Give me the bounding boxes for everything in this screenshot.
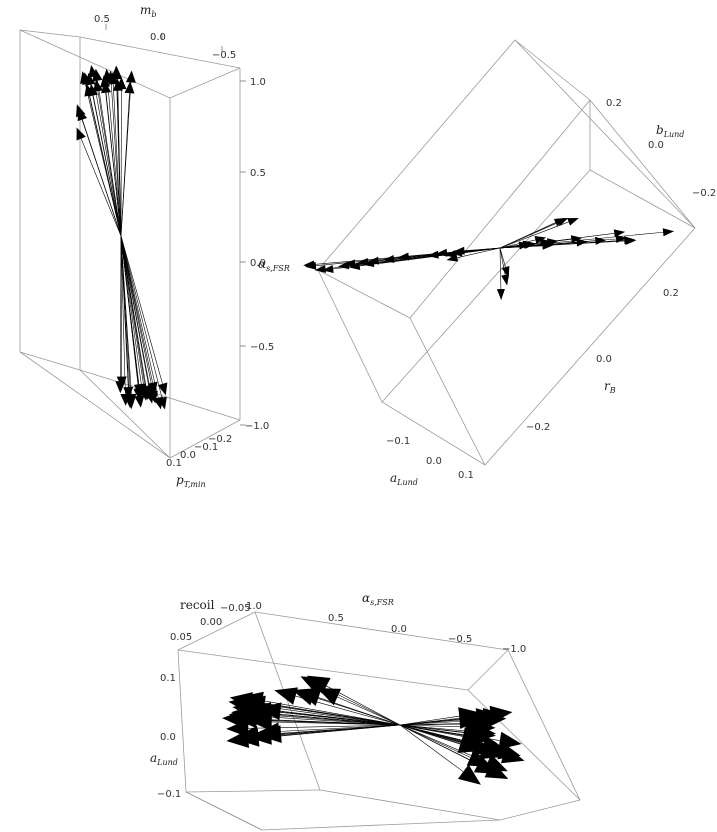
vector-arrow (84, 83, 122, 237)
panel3-alpha-tick: 0.5 (328, 613, 344, 624)
vector-arrow (116, 235, 127, 389)
vector-arrow (120, 235, 136, 410)
panel2-alund-ticks: −0.1 0.0 0.1 (386, 436, 474, 481)
panel1-box (19, 29, 241, 459)
panel1-mb-tick: 0.5 (94, 14, 110, 25)
panel3-alund-tick: 0.0 (160, 732, 176, 743)
panel3-alpha-ticks: 1.0 0.5 0.0 −0.5 −1.0 (246, 601, 526, 655)
panel2-alund-tick: −0.1 (386, 436, 410, 447)
vector-arrow (76, 127, 122, 237)
vector-arrow (222, 709, 401, 728)
panel2-box (317, 39, 696, 466)
panel1-mb-tick: −0.5 (212, 50, 236, 61)
vector-arrow (120, 235, 168, 396)
panel2-rb-tick: 0.2 (663, 288, 679, 299)
panel1-alpha-ticks: 1.0 0.5 0.0 −0.5 −1.0 (240, 77, 274, 432)
vector-arrow (101, 80, 122, 237)
panel1-alpha-tick: 0.5 (250, 168, 266, 179)
vector-arrow (300, 676, 401, 726)
panel3-recoil-tick: −0.05 (220, 603, 251, 614)
panel3-alpha-tick: −0.5 (448, 634, 472, 645)
panel2-blund-ticks: 0.2 0.0 −0.2 (606, 98, 716, 199)
vector-arrow (317, 688, 401, 726)
vector-arrow (120, 235, 151, 400)
vector-arrow (496, 247, 505, 301)
panel-lund-rb: 0.2 0.0 −0.2 bLund 0.2 0.0 −0.2 rB −0.1 … (303, 39, 716, 487)
vector-arrow (112, 78, 123, 237)
panel3-alund-label: aLund (150, 751, 178, 767)
vector-arrow (93, 79, 122, 237)
vector-arrow (399, 724, 481, 785)
panel1-pt-tick: 0.1 (166, 458, 182, 469)
vector-arrow (399, 724, 496, 743)
vector-arrow (120, 235, 134, 400)
vector-arrow (120, 81, 135, 237)
panel1-alpha-tick: 1.0 (250, 77, 266, 88)
vector-arrow (499, 236, 637, 249)
panel2-rb-tick: 0.0 (596, 354, 612, 365)
panel2-blund-tick: −0.2 (692, 188, 716, 199)
panel3-recoil-tick: 0.05 (170, 632, 192, 643)
vector-arrow (120, 235, 158, 404)
vector-arrow (499, 247, 510, 286)
vector-arrow (499, 218, 579, 249)
panel2-alund-label: aLund (390, 471, 418, 487)
panel2-rb-label: rB (604, 379, 616, 395)
panel3-alund-tick: 0.1 (160, 673, 176, 684)
panel1-vectors (75, 65, 168, 410)
panel3-alpha-tick: 1.0 (246, 601, 262, 612)
panel3-alpha-tick: 0.0 (391, 624, 407, 635)
vector-arrow (304, 247, 501, 270)
panel3-alpha-label: αs,FSR (362, 591, 394, 607)
vector-arrow (499, 218, 566, 249)
vector-arrow (499, 236, 547, 249)
vector-arrow (399, 724, 504, 757)
vector-arrow (120, 70, 136, 237)
vector-arrow (259, 724, 401, 744)
panel3-recoil-ticks: −0.05 0.00 0.05 (170, 603, 251, 643)
panel1-alpha-label: αs,FSR (258, 257, 290, 273)
panel3-alund-tick: −0.1 (157, 789, 181, 800)
vector-arrow (274, 687, 401, 726)
panel-alpha-mb-pt: 0.5 0.0 −0.5 mb 1.0 0.5 0.0 −0.5 −1.0 αs… (19, 3, 290, 489)
panel2-blund-label: bLund (656, 123, 684, 139)
vector-arrow (249, 712, 401, 731)
panel1-pt-tick: −0.1 (194, 442, 218, 453)
panel1-alpha-tick: −0.5 (250, 342, 274, 353)
vector-arrow (362, 247, 501, 268)
vector-arrow (399, 724, 498, 775)
panel1-alpha-tick: 0.0 (250, 258, 266, 269)
vector-arrow (102, 68, 122, 237)
vector-arrow (399, 710, 507, 729)
panel2-rb-tick: −0.2 (526, 422, 550, 433)
panel3-alpha-tick: −1.0 (502, 644, 526, 655)
panel3-recoil-tick: 0.00 (200, 617, 222, 628)
panel-alpha-recoil-alund: 1.0 0.5 0.0 −0.5 −1.0 αs,FSR −0.05 0.00 … (150, 591, 581, 831)
panel2-alund-tick: 0.1 (458, 470, 474, 481)
panel1-alpha-tick: −1.0 (245, 421, 269, 432)
panel1-pt-tick: 0.0 (180, 450, 196, 461)
vector-arrow (120, 235, 145, 408)
panel2-alund-tick: 0.0 (426, 456, 442, 467)
panel3-vectors (222, 675, 525, 785)
panel3-alund-ticks: 0.1 0.0 −0.1 (157, 673, 181, 800)
panel1-pt-ticks: 0.1 0.0 −0.1 −0.2 (166, 434, 232, 469)
panel1-mb-tick: 0.0 (150, 32, 166, 43)
panel1-pt-tick: −0.2 (208, 434, 232, 445)
vector-arrow (77, 108, 122, 237)
vector-arrow (232, 700, 401, 726)
panel3-box (177, 611, 581, 831)
panel1-mb-label: mb (140, 3, 157, 19)
panel3-recoil-label: recoil (180, 598, 215, 612)
panel2-vectors (303, 218, 675, 301)
panel2-blund-tick: 0.0 (648, 140, 664, 151)
panel2-rb-ticks: 0.2 0.0 −0.2 (526, 288, 679, 433)
panel1-pt-label: pT,min (176, 473, 206, 489)
panel2-blund-tick: 0.2 (606, 98, 622, 109)
vector-arrow (446, 247, 501, 262)
vector-arrow (499, 236, 607, 249)
panel1-mb-ticks: 0.5 0.0 −0.5 (94, 14, 236, 61)
